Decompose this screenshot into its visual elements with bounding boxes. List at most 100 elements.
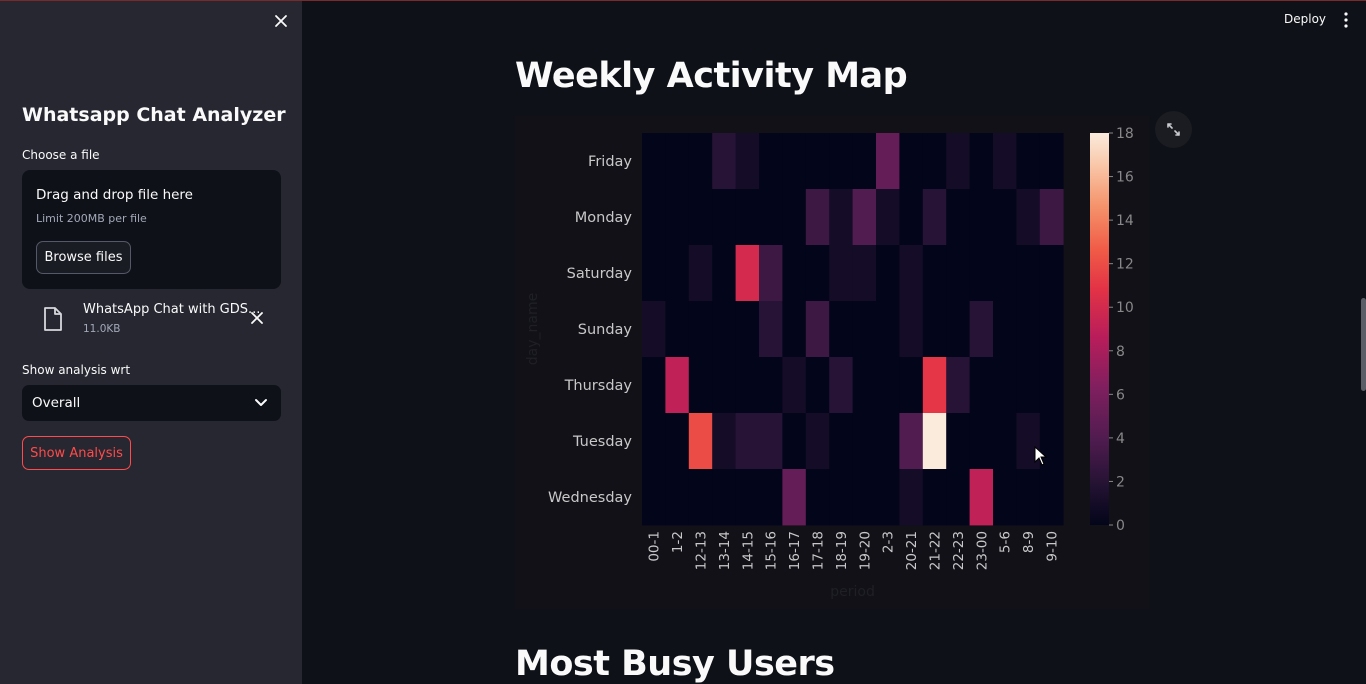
heatmap-cell <box>735 413 760 470</box>
x-tick-label: 13-14 <box>717 531 733 570</box>
heatmap-cell <box>665 357 690 414</box>
app-title: Whatsapp Chat Analyzer <box>22 104 286 126</box>
x-tick-label: 21-22 <box>928 531 944 570</box>
dropzone-title: Drag and drop file here <box>36 187 193 203</box>
heatmap-cell <box>993 469 1017 526</box>
heatmap-cell <box>782 469 807 526</box>
file-name: WhatsApp Chat with GDS... <box>83 302 261 317</box>
heatmap-cell <box>829 469 853 526</box>
heatmap-cell <box>805 413 830 470</box>
x-tick-label: 18-19 <box>834 531 850 570</box>
heatmap-cell <box>1039 357 1064 414</box>
heatmap-cell <box>759 469 783 526</box>
y-tick-label: Thursday <box>564 378 633 394</box>
colorbar <box>1090 133 1109 525</box>
colorbar-tick-label: 12 <box>1116 257 1134 273</box>
heatmap-cell <box>946 133 970 190</box>
heatmap-cell <box>852 189 877 246</box>
heatmap-cell <box>759 413 783 470</box>
heatmap-cell <box>1016 413 1041 470</box>
heatmap-cell <box>922 469 947 526</box>
heatmap-cell <box>993 189 1017 246</box>
heatmap-cell <box>946 301 970 358</box>
colorbar-tick-label: 14 <box>1116 213 1134 229</box>
close-sidebar-icon[interactable] <box>271 11 291 31</box>
file-icon <box>44 307 62 331</box>
heatmap-cell <box>852 413 877 470</box>
heatmap-cell <box>993 413 1017 470</box>
x-tick-label: 5-6 <box>998 531 1014 553</box>
heatmap-cell <box>876 189 900 246</box>
heatmap-cell <box>969 469 994 526</box>
heatmap-cell <box>759 301 783 358</box>
heatmap-cell <box>969 413 994 470</box>
select-value: Overall <box>32 395 81 411</box>
chevron-down-icon <box>255 399 267 406</box>
heatmap-cell <box>782 357 807 414</box>
heatmap-cell <box>712 469 736 526</box>
heatmap-cell <box>735 301 760 358</box>
heatmap-cell <box>712 189 736 246</box>
heatmap-cell <box>876 413 900 470</box>
heatmap-cell <box>782 301 807 358</box>
heatmap-cell <box>712 245 736 302</box>
heatmap-cell <box>922 189 947 246</box>
heatmap-cell <box>805 301 830 358</box>
heatmap-cell <box>665 469 690 526</box>
section-title: Weekly Activity Map <box>515 56 908 96</box>
heatmap-cell <box>922 133 947 190</box>
y-tick-label: Wednesday <box>548 490 632 506</box>
analysis-wrt-label: Show analysis wrt <box>22 363 131 377</box>
heatmap-cell <box>1016 133 1041 190</box>
heatmap-cell <box>969 245 994 302</box>
heatmap-cell <box>712 301 736 358</box>
show-analysis-button[interactable]: Show Analysis <box>22 436 131 470</box>
heatmap-cell <box>665 245 690 302</box>
heatmap-cell <box>899 245 924 302</box>
heatmap-cell <box>712 413 736 470</box>
x-tick-label: 14-15 <box>740 531 756 570</box>
heatmap-cell <box>876 133 900 190</box>
remove-file-icon[interactable] <box>248 309 266 327</box>
heatmap-cell <box>642 357 666 414</box>
heatmap-cell <box>993 301 1017 358</box>
heatmap-cell <box>805 245 830 302</box>
sidebar: Whatsapp Chat Analyzer Choose a file Dra… <box>0 0 302 684</box>
colorbar-tick-label: 8 <box>1116 344 1125 360</box>
heatmap-cell <box>946 469 970 526</box>
heatmap-cell <box>899 357 924 414</box>
browse-files-button[interactable]: Browse files <box>36 241 131 274</box>
file-size: 11.0KB <box>83 323 121 335</box>
heatmap-cell <box>1016 301 1041 358</box>
heatmap-cell <box>876 301 900 358</box>
heatmap-cell <box>852 301 877 358</box>
deploy-button[interactable]: Deploy <box>1284 12 1327 26</box>
dropzone-limit: Limit 200MB per file <box>36 212 147 225</box>
heatmap-cell <box>782 189 807 246</box>
file-dropzone[interactable]: Drag and drop file here Limit 200MB per … <box>22 170 281 289</box>
colorbar-tick-label: 18 <box>1116 126 1134 142</box>
heatmap-cell <box>1016 469 1041 526</box>
x-tick-label: 22-23 <box>951 531 967 570</box>
heatmap-cell <box>922 357 947 414</box>
heatmap-cell <box>1039 413 1064 470</box>
heatmap-cell <box>829 413 853 470</box>
heatmap-cell <box>852 133 877 190</box>
heatmap-cell <box>969 301 994 358</box>
page-scrollbar[interactable] <box>1361 298 1366 391</box>
heatmap-cell <box>946 245 970 302</box>
heatmap-cell <box>735 245 760 302</box>
heatmap-cell <box>688 469 713 526</box>
heatmap-cell <box>759 245 783 302</box>
analysis-select[interactable]: Overall <box>22 385 281 421</box>
heatmap-cell <box>993 357 1017 414</box>
heatmap-cell <box>1039 469 1064 526</box>
expand-icon <box>1167 123 1180 136</box>
more-menu-icon[interactable] <box>1339 11 1353 29</box>
colorbar-tick-label: 10 <box>1116 300 1134 316</box>
heatmap-cell <box>688 357 713 414</box>
heatmap-cell <box>805 469 830 526</box>
fullscreen-button[interactable] <box>1155 111 1192 148</box>
heatmap-cell <box>969 133 994 190</box>
heatmap-cell <box>642 189 666 246</box>
